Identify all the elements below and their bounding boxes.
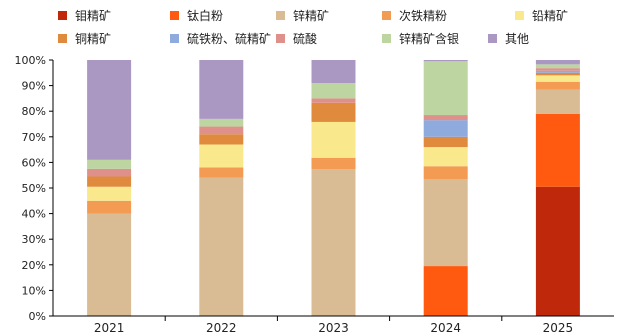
bar-segment <box>87 186 132 201</box>
legend-swatch <box>488 34 497 43</box>
legend-label: 铜精矿 <box>75 31 111 46</box>
legend-swatch <box>276 11 285 20</box>
bar-segment <box>535 75 580 82</box>
bar-segment <box>199 118 244 127</box>
bar-segment <box>199 60 244 119</box>
legend-swatch <box>276 34 285 43</box>
bar-segment <box>311 121 356 158</box>
y-tick-label: 10% <box>22 284 46 297</box>
x-tick-label: 2023 <box>318 321 349 335</box>
bar-segment <box>423 120 468 137</box>
bar-column-2022 <box>199 60 244 316</box>
legend-swatch <box>515 11 524 20</box>
bar-segment <box>311 98 356 103</box>
bar-segment <box>311 169 356 316</box>
bar-segment <box>423 115 468 121</box>
legend-item: 铅精矿 <box>515 9 568 23</box>
bar-segment <box>199 134 244 145</box>
y-tick-label: 30% <box>22 233 46 246</box>
legend-swatch <box>170 34 179 43</box>
bar-segment <box>423 147 468 167</box>
legend-item: 锌精矿 <box>276 9 329 23</box>
bar-segment <box>423 179 468 267</box>
axes-group: 0% 10% 20% 30% 40% 50% 60% 70% 80% 90% 100% <box>15 54 614 323</box>
bar-segment <box>423 60 468 62</box>
bar-segment <box>535 81 580 90</box>
legend-item: 硫酸 <box>276 31 317 46</box>
y-tick-label: 40% <box>22 208 46 221</box>
bar-column-2021 <box>87 60 132 316</box>
legend-swatch <box>58 11 67 20</box>
bar-column-2023 <box>311 60 356 316</box>
bar-segment <box>423 166 468 180</box>
y-tick-label: 60% <box>22 156 46 169</box>
bar-segment <box>535 68 580 71</box>
legend-item: 铜精矿 <box>58 31 111 46</box>
legend-item: 钛白粉 <box>170 8 223 23</box>
bar-segment <box>87 213 132 316</box>
y-tick-label: 70% <box>22 131 46 144</box>
legend-swatch <box>382 34 391 43</box>
bar-segment <box>423 61 468 116</box>
bar-segment <box>87 60 132 160</box>
legend-item: 硫铁粉、硫精矿 <box>170 31 271 46</box>
legend-label: 铅精矿 <box>532 9 568 23</box>
bar-segment <box>87 159 132 169</box>
y-tick-label: 100% <box>15 54 46 67</box>
x-tick-label: 2021 <box>94 321 125 335</box>
legend-label: 硫铁粉、硫精矿 <box>187 31 271 46</box>
legend-item: 次铁精粉 <box>382 9 447 23</box>
y-tick-label: 50% <box>22 182 46 195</box>
bar-segment <box>199 167 244 178</box>
bar-segment <box>87 168 132 177</box>
legend-label: 锌精矿 <box>293 9 329 23</box>
x-tick-label: 2025 <box>543 321 574 335</box>
bar-segment <box>311 157 356 170</box>
x-tick-label: 2022 <box>206 321 237 335</box>
bar-segment <box>87 176 132 187</box>
y-tick-label: 90% <box>22 80 46 93</box>
legend-item: 其他 <box>488 32 529 46</box>
y-tick-label: 80% <box>22 105 46 118</box>
legend-item: 钼精矿 <box>58 9 111 23</box>
legend-label: 硫酸 <box>293 31 317 46</box>
bar-segment <box>535 70 580 73</box>
bar-segment <box>535 186 580 316</box>
bar-segment <box>535 72 580 76</box>
legend-swatch <box>382 11 391 20</box>
bar-segment <box>199 144 244 168</box>
bar-segment <box>199 177 244 316</box>
bars-group: 2021 2022 2023 2024 2025 <box>87 60 580 335</box>
legend-label: 其他 <box>505 32 529 46</box>
bar-column-2025 <box>535 60 580 316</box>
bar-segment <box>535 113 580 187</box>
legend-label: 钼精矿 <box>75 9 111 23</box>
bar-segment <box>535 89 580 114</box>
y-tick-label: 20% <box>22 259 46 272</box>
y-tick-label: 0% <box>29 310 46 323</box>
bar-segment <box>535 64 580 69</box>
legend-swatch <box>170 11 179 20</box>
bar-segment <box>87 200 132 214</box>
legend-label: 次铁精粉 <box>399 9 447 23</box>
legend-label: 锌精矿含银 <box>399 31 459 46</box>
bar-column-2024 <box>423 60 468 316</box>
bar-segment <box>199 126 244 135</box>
bar-segment <box>311 83 356 99</box>
bar-segment <box>423 136 468 148</box>
legend-swatch <box>58 34 67 43</box>
bar-segment <box>311 102 356 122</box>
legend-label: 钛白粉 <box>187 8 223 23</box>
bar-segment <box>535 60 580 65</box>
bar-segment <box>311 60 356 84</box>
legend-item: 锌精矿含银 <box>382 31 459 46</box>
bar-segment <box>423 266 468 316</box>
x-tick-label: 2024 <box>430 321 461 335</box>
